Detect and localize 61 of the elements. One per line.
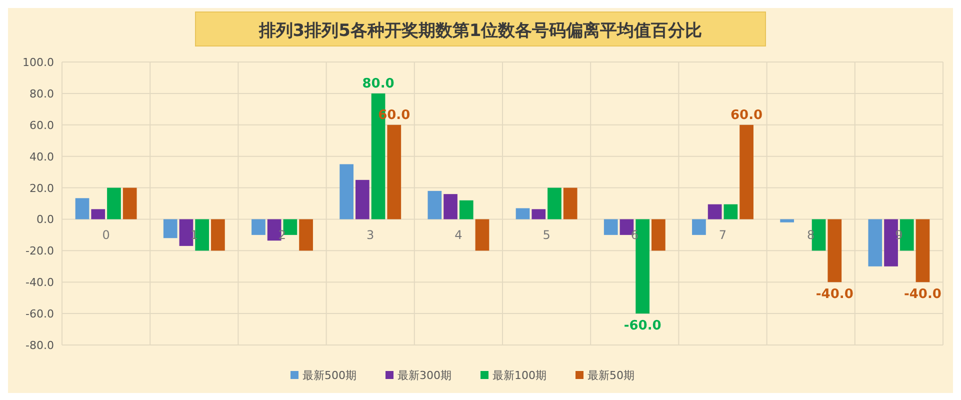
bar [299,219,313,251]
y-tick-label: 60.0 [30,118,54,132]
legend-label: 最新300期 [398,369,452,382]
x-tick-label: 5 [542,228,550,242]
y-tick-label: -20.0 [26,244,54,258]
bar [91,209,106,220]
x-tick-label: 6 [630,228,638,242]
x-tick-label: 2 [278,228,286,242]
y-tick-label: 40.0 [30,150,54,164]
bar [780,219,794,222]
bar [444,194,458,220]
chart-title: 排列3排列5各种开奖期数第1位数各号码偏离平均值百分比 [258,21,702,41]
data-label: -40.0 [904,287,942,302]
bar [107,188,121,220]
x-tick-label: 0 [102,228,110,242]
data-label: 80.0 [362,76,394,92]
bar [916,219,930,282]
bar [724,204,738,220]
x-tick-label: 1 [190,228,198,242]
bar [532,209,546,220]
bar [604,219,618,235]
bar [195,219,210,251]
y-tick-label: 0.0 [36,213,54,226]
bar [340,164,354,220]
y-tick-label: -80.0 [26,339,54,352]
bar [692,219,706,235]
y-tick-label: 100.0 [22,56,54,69]
x-tick-label: 4 [454,228,462,242]
data-label: -60.0 [624,318,662,334]
bar [211,219,225,251]
legend-label: 最新500期 [302,369,356,382]
bar [179,219,194,246]
bar [355,180,370,220]
y-tick-label: -60.0 [26,308,54,321]
legend-label: 最新50期 [588,369,634,382]
y-tick-label: 80.0 [30,87,54,100]
data-label: -40.0 [816,287,854,302]
y-tick-label: -40.0 [26,276,54,290]
bar [708,204,722,220]
bar [516,208,530,220]
bar [163,219,178,238]
legend-label: 最新100期 [492,369,546,382]
bar [828,219,842,282]
bar [283,219,298,235]
y-tick-label: 20.0 [30,182,54,195]
bar [75,198,90,220]
bar [122,188,137,220]
bar [548,188,562,220]
bar [428,190,442,220]
bar [252,219,266,235]
x-tick-label: 3 [366,228,374,242]
bar [563,188,578,220]
bar [459,200,474,220]
bar [652,219,666,251]
bar [868,219,882,266]
bar [740,124,754,220]
x-tick-label: 9 [895,228,903,242]
bar [475,219,490,251]
x-tick-label: 7 [718,228,727,242]
data-label: 60.0 [730,108,763,123]
bar [387,124,402,220]
